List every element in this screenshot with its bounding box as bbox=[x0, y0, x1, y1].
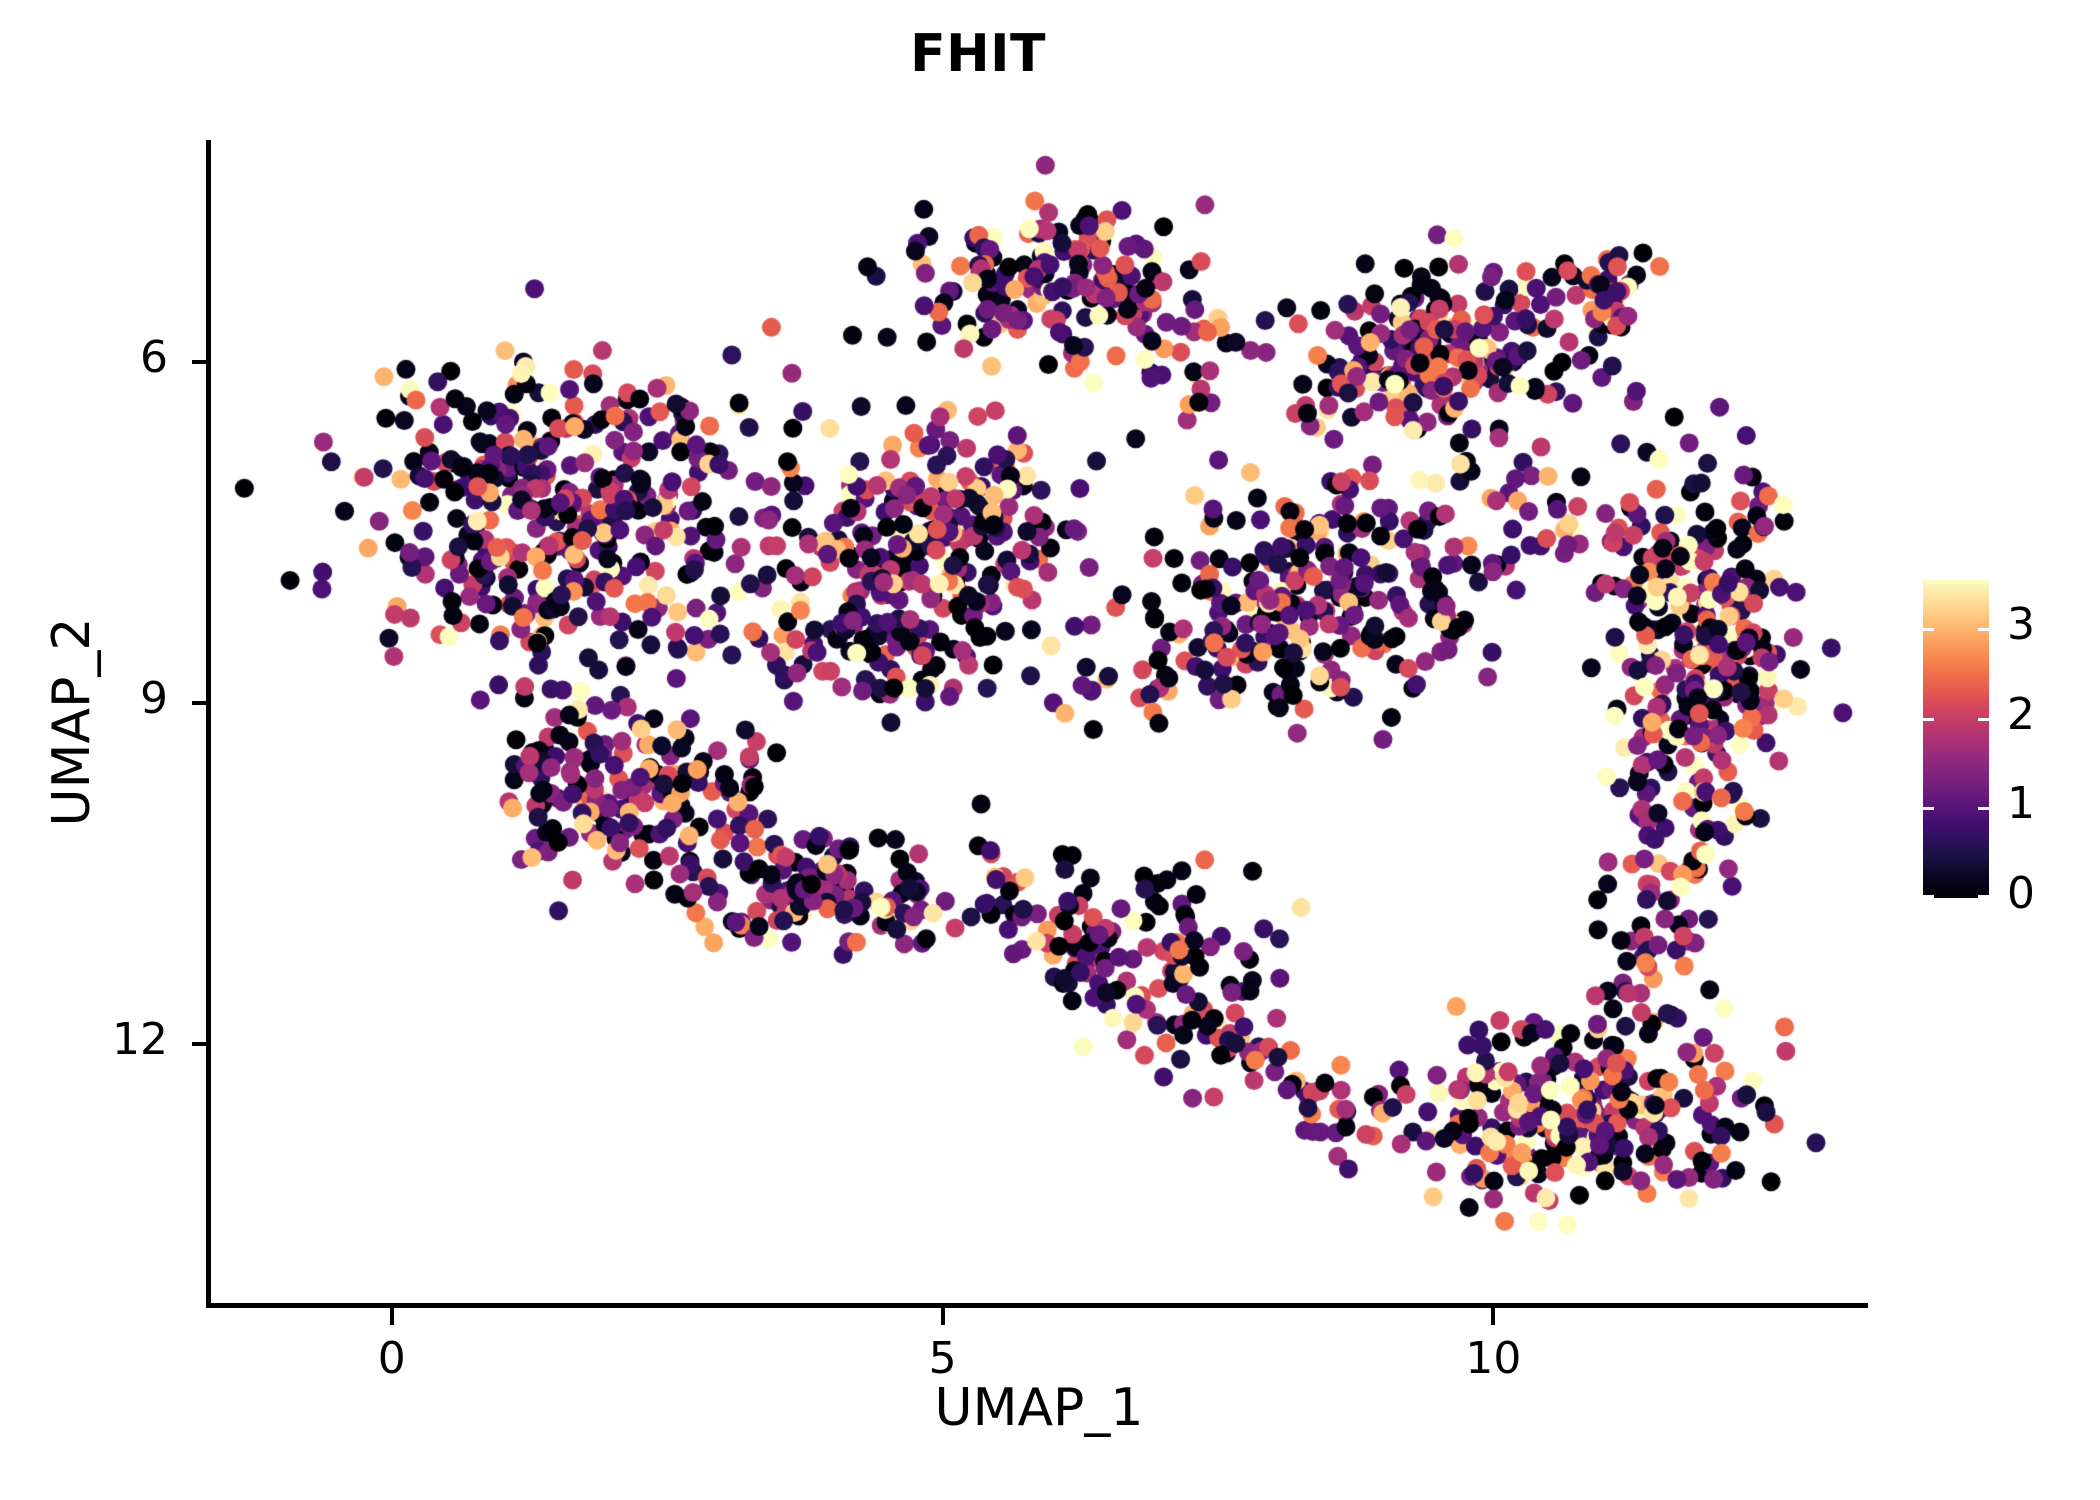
colorbar-tick-mark bbox=[1923, 895, 1934, 898]
colorbar-tick-mark bbox=[1978, 895, 1989, 898]
colorbar-tick-label: 0 bbox=[2007, 868, 2035, 919]
y-tick-label: 6 bbox=[140, 331, 168, 383]
x-tick-mark bbox=[940, 1308, 945, 1325]
y-tick-mark bbox=[192, 359, 209, 364]
x-tick-label: 0 bbox=[377, 1333, 406, 1384]
x-tick-mark bbox=[389, 1308, 394, 1325]
x-tick-label: 10 bbox=[1465, 1333, 1522, 1384]
colorbar-tick-mark bbox=[1978, 628, 1989, 632]
x-tick-mark bbox=[1491, 1308, 1496, 1325]
y-tick-label: 9 bbox=[140, 672, 168, 724]
page-title: FHIT bbox=[910, 24, 1046, 84]
y-axis-spine bbox=[206, 140, 211, 1308]
x-tick-label: 5 bbox=[928, 1333, 957, 1384]
colorbar-tick-label: 1 bbox=[2007, 778, 2035, 830]
y-tick-mark bbox=[192, 700, 209, 705]
scatter-plot-canvas bbox=[210, 140, 1868, 1305]
colorbar-tick-mark bbox=[1978, 717, 1989, 721]
x-axis-label: UMAP_1 bbox=[934, 1378, 1144, 1438]
colorbar-tick-mark bbox=[1923, 717, 1934, 721]
y-axis-label: UMAP_2 bbox=[42, 617, 102, 827]
y-tick-label: 12 bbox=[112, 1013, 168, 1065]
colorbar-gradient bbox=[1923, 580, 1989, 898]
y-tick-mark bbox=[192, 1041, 209, 1046]
colorbar-tick-label: 2 bbox=[2007, 688, 2035, 740]
x-axis-spine bbox=[206, 1303, 1868, 1308]
colorbar-tick-mark bbox=[1923, 628, 1934, 632]
colorbar-tick-mark bbox=[1978, 807, 1989, 811]
colorbar-tick-mark bbox=[1923, 807, 1934, 811]
colorbar-tick-label: 3 bbox=[2007, 599, 2035, 651]
